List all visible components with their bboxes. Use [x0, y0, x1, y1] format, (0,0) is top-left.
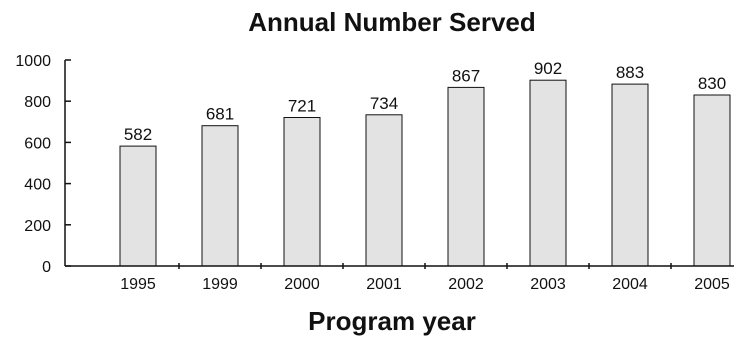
x-tick-label-2005: 2005	[694, 276, 730, 293]
y-tick-label-0: 0	[42, 259, 51, 276]
x-tick-label-1999: 1999	[202, 276, 238, 293]
value-labels-group: 582 681 721 734 867 902 883 830	[124, 59, 726, 144]
bar-1995	[119, 145, 157, 267]
y-ticks-group: 0 200 400 600 800 1000	[15, 53, 71, 276]
x-tick-label-2001: 2001	[366, 276, 402, 293]
y-tick-label-800: 800	[24, 94, 51, 111]
x-tick-label-2004: 2004	[612, 276, 648, 293]
bar-2002	[447, 86, 485, 267]
value-label-2002: 867	[452, 66, 480, 85]
bar-2004	[611, 83, 649, 267]
bar-2001	[365, 114, 403, 267]
value-label-1995: 582	[124, 125, 152, 144]
value-label-2000: 721	[288, 97, 316, 116]
y-tick-label-1000: 1000	[15, 53, 51, 70]
bar-2005	[693, 94, 731, 267]
value-label-2001: 734	[370, 94, 398, 113]
value-label-2004: 883	[616, 63, 644, 82]
y-tick-label-200: 200	[24, 218, 51, 235]
x-ticks-group: 1995 1999 2000 2001 2002 2003 2004 2005	[120, 263, 730, 293]
x-tick-label-2000: 2000	[284, 276, 320, 293]
bar-2003	[529, 79, 567, 267]
chart-title: Annual Number Served	[248, 7, 536, 37]
x-axis-label: Program year	[308, 306, 476, 336]
y-tick-label-600: 600	[24, 135, 51, 152]
value-label-2005: 830	[698, 74, 726, 93]
x-tick-label-2002: 2002	[448, 276, 484, 293]
bar-1999	[201, 125, 239, 267]
x-tick-label-1995: 1995	[120, 276, 156, 293]
value-label-2003: 902	[534, 59, 562, 78]
bar-2000	[283, 117, 321, 267]
y-tick-label-400: 400	[24, 177, 51, 194]
value-label-1999: 681	[206, 105, 234, 124]
x-tick-label-2003: 2003	[530, 276, 566, 293]
bars-group	[119, 79, 731, 267]
